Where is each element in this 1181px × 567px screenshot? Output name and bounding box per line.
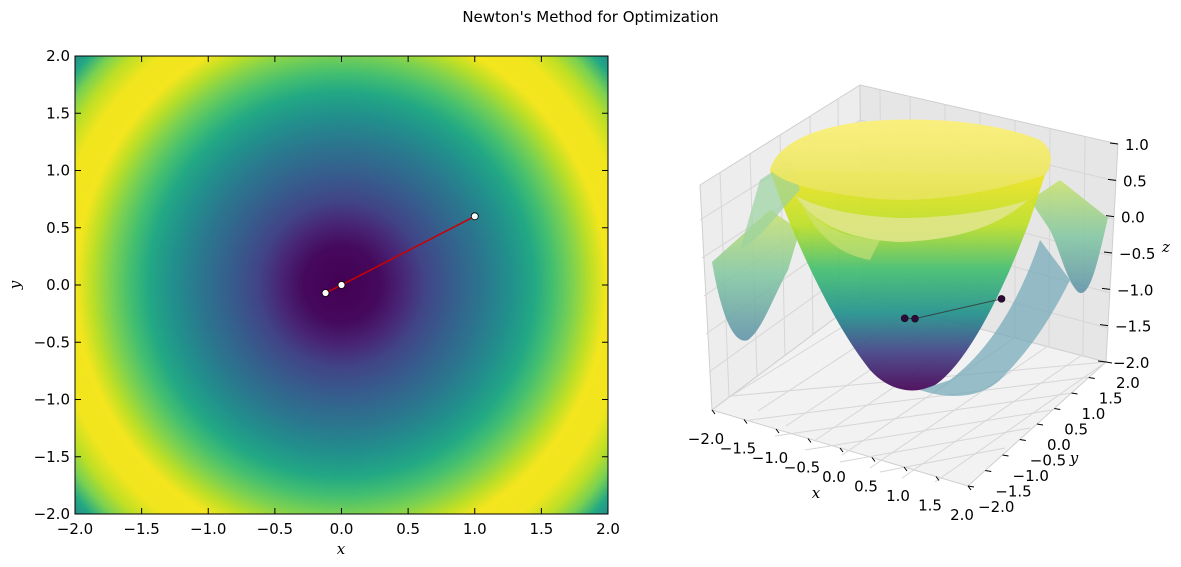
contour-x-tick-label: 0.0	[330, 520, 354, 538]
surface-y-tick	[1019, 439, 1026, 441]
surface-x-tick-label: 2.0	[950, 506, 974, 524]
surface-x-tick-label: −0.5	[784, 459, 820, 477]
surface-y-tick-label: −1.0	[1013, 467, 1049, 485]
contour-y-tick-label: 0.5	[46, 219, 70, 237]
surface-x-tick	[967, 485, 972, 491]
surface-z-tick-label: 0.0	[1121, 209, 1145, 227]
surface-y-tick-label: 1.5	[1099, 390, 1123, 408]
surface-z-tick-label: 1.0	[1125, 136, 1149, 154]
surface-y-tick	[985, 470, 992, 472]
surface-z-tick-label: −0.5	[1119, 245, 1155, 263]
contour-x-tick-label: −1.5	[123, 520, 159, 538]
contour-y-tick-label: 1.5	[46, 104, 70, 122]
contour-x-tick-label: 2.0	[596, 520, 620, 538]
surface-y-tick-label: −1.5	[995, 483, 1031, 501]
surface-z-tick-label: −2.0	[1113, 354, 1149, 372]
contour-x-axis-label: x	[337, 540, 346, 558]
surface-y-tick-label: −2.0	[978, 498, 1014, 516]
surface-optimization-path	[900, 295, 1006, 323]
contour-y-tick-label: 2.0	[46, 47, 70, 65]
surface-y-tick	[1054, 408, 1061, 410]
surface-x-tick-label: −2.0	[688, 430, 724, 448]
surface-x-tick	[903, 466, 908, 472]
path-point	[321, 289, 330, 297]
surface-x-tick	[807, 438, 812, 443]
surface-x-tick	[711, 409, 716, 415]
surface-z-tick-label: 0.5	[1123, 172, 1147, 190]
surface-y-tick	[1071, 392, 1078, 395]
surface-y-tick-label: 2.0	[1116, 374, 1140, 392]
contour-y-tick-label: −1.5	[34, 448, 70, 466]
surface-y-tick-label: 1.0	[1082, 405, 1106, 423]
path-point	[470, 212, 479, 221]
surface-y-tick	[1036, 423, 1044, 426]
contour-chart: −2.0 −1.5 −1.0 −0.5 0.0 0.5 1.0 1.5 2.0 −2.0 −1.5 −…	[6, 47, 620, 558]
surface-y-axis-label: y	[1069, 449, 1079, 467]
surface-z-tick	[1103, 251, 1113, 254]
contour-y-tick-label: −1.0	[34, 391, 70, 409]
contour-y-tick-label: −2.0	[34, 505, 70, 523]
path-point	[337, 281, 346, 289]
contour-y-tick-label: 0.0	[46, 276, 70, 294]
surface-z-tick	[1109, 142, 1119, 145]
surface-x-tick	[935, 476, 940, 481]
contour-x-tick-label: −0.5	[257, 520, 293, 538]
figure-title: Newton's Method for Optimization	[462, 8, 719, 26]
surface-y-tick	[1088, 377, 1095, 379]
contour-ticks: −2.0 −1.5 −1.0 −0.5 0.0 0.5 1.0 1.5 2.0 −2.0 −1.5 −…	[34, 47, 620, 538]
surface-z-tick-label: −1.0	[1117, 281, 1153, 299]
surface-x-tick	[775, 428, 780, 434]
surface-x-tick	[871, 457, 876, 462]
surface-path-point	[997, 295, 1006, 303]
surface-z-tick	[1097, 360, 1107, 363]
contour-x-tick-label: 1.5	[529, 520, 553, 538]
surface-z-tick	[1105, 215, 1115, 218]
surface-x-tick	[743, 419, 748, 424]
surface-z-tick	[1101, 287, 1111, 290]
surface-y-tick	[967, 485, 975, 488]
optimization-path	[321, 212, 479, 297]
surface-y-tick	[1002, 454, 1009, 457]
contour-y-tick-label: −0.5	[34, 333, 70, 351]
surface-mesh	[712, 119, 1108, 396]
surface-ticks: −2.0−1.5−1.0−0.50.00.51.01.52.0 −2.0−1.5−…	[688, 136, 1156, 524]
surface-x-tick-label: −1.0	[752, 449, 788, 467]
surface-y-tick	[1105, 361, 1113, 364]
contour-x-tick-label: 1.0	[463, 520, 487, 538]
surface-path-point	[900, 314, 909, 323]
surface-x-tick	[839, 447, 844, 453]
surface-y-tick-label: 0.0	[1047, 436, 1071, 454]
surface-z-axis-label: z	[1161, 238, 1170, 256]
surface-x-tick-label: 1.0	[886, 487, 910, 505]
surface-x-axis-label: x	[812, 484, 821, 502]
surface-x-tick-label: 0.0	[822, 468, 846, 486]
surface-y-tick-label: −0.5	[1030, 452, 1066, 470]
surface-path-point	[911, 314, 919, 323]
contour-x-tick-label: 0.5	[396, 520, 420, 538]
surface-z-tick	[1099, 324, 1109, 327]
contour-y-axis-label: y	[6, 280, 24, 290]
surface-x-tick-label: 1.5	[918, 497, 942, 515]
surface-x-tick-label: 0.5	[854, 478, 878, 496]
surface-z-tick	[1107, 178, 1117, 181]
contour-x-tick-label: −2.0	[57, 520, 93, 538]
surface-x-tick-label: −1.5	[720, 440, 756, 458]
surface-y-tick-label: 0.5	[1064, 421, 1088, 439]
surface-z-tick-label: −1.5	[1115, 318, 1151, 336]
contour-y-tick-label: 1.0	[46, 162, 70, 180]
contour-x-tick-label: −1.0	[190, 520, 226, 538]
surface-chart: −2.0−1.5−1.0−0.50.00.51.01.52.0 −2.0−1.5−…	[688, 84, 1170, 524]
